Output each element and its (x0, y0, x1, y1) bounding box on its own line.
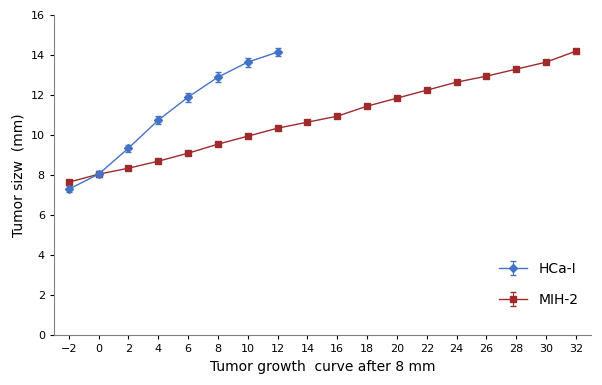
Y-axis label: Tumor sizw  (mm): Tumor sizw (mm) (11, 114, 25, 237)
Legend: HCa-I, MIH-2: HCa-I, MIH-2 (494, 256, 584, 312)
X-axis label: Tumor growth  curve after 8 mm: Tumor growth curve after 8 mm (209, 360, 435, 374)
